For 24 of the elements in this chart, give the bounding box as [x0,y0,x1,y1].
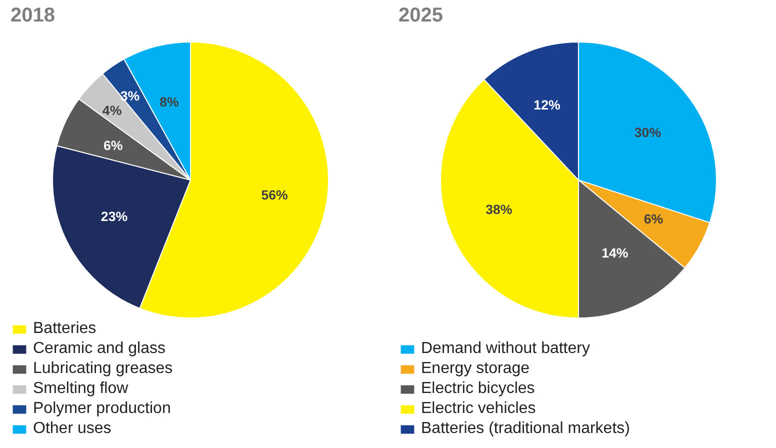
legend-label: Polymer production [33,400,171,418]
legend-label: Demand without battery [421,340,590,358]
data-label: 3% [120,88,140,104]
data-label: 4% [102,103,122,118]
chart-title: 2018 [10,4,55,26]
legend-label: Other uses [33,420,112,438]
data-label: 38% [486,202,512,218]
chart-title: 2025 [398,4,443,26]
data-label: 12% [534,98,560,113]
legend-label: Electric vehicles [421,400,536,418]
data-label: 30% [634,125,662,140]
legend-label: Ceramic and glass [33,340,166,358]
legend-label: Batteries [33,320,96,338]
data-label: 6% [103,138,123,154]
data-label: 23% [100,209,128,224]
data-label: 6% [644,211,664,226]
legend-label: Electric bicycles [421,380,535,398]
data-label: 14% [602,245,628,260]
legend-label: Batteries (traditional markets) [421,420,630,438]
legend-label: Energy storage [421,360,530,378]
data-label: 56% [261,188,288,203]
data-label: 8% [160,94,180,110]
legend-label: Smelting flow [33,380,128,398]
legend-label: Lubricating greases [33,360,173,378]
